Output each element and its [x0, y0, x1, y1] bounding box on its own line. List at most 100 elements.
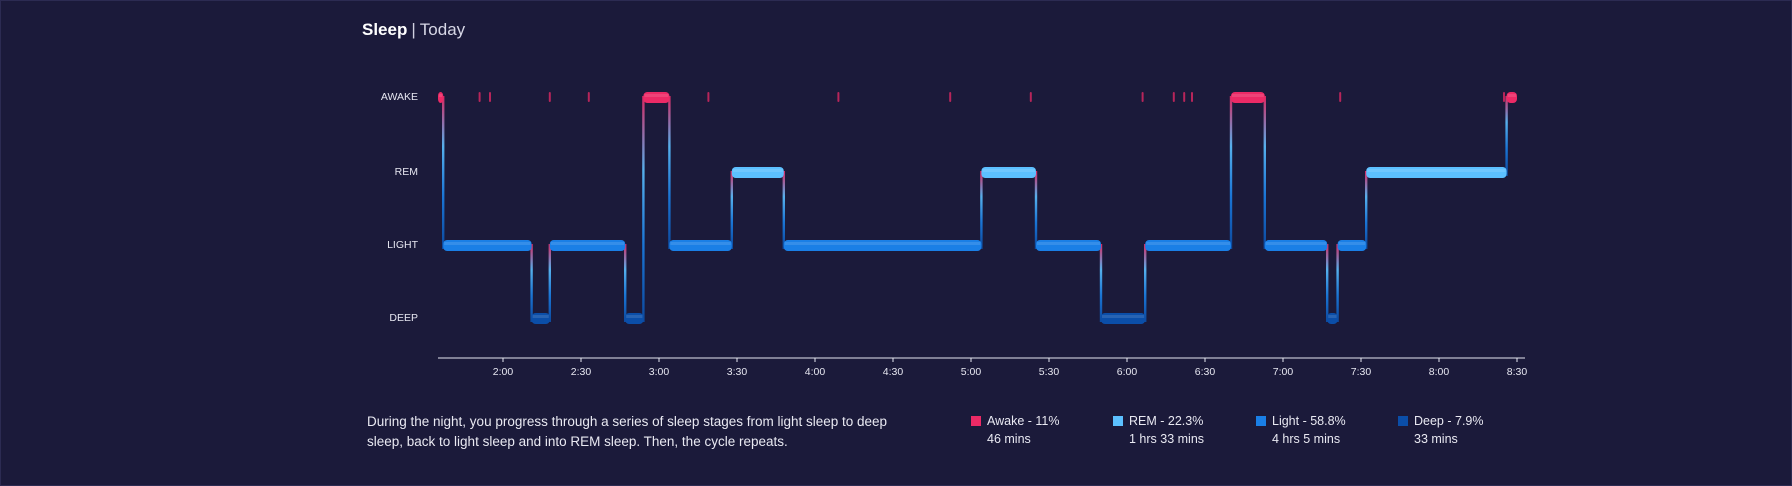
x-tick-label: 8:00 — [1429, 366, 1450, 378]
stage-segment-light — [1036, 240, 1101, 251]
x-tick-label: 6:30 — [1195, 366, 1216, 378]
brief-awakening-mark — [1183, 92, 1186, 102]
stage-segment-light — [549, 240, 626, 251]
brief-awakening-mark — [478, 92, 481, 102]
brief-awakening-mark — [949, 92, 952, 102]
stage-transition — [442, 96, 445, 249]
stage-transition — [1034, 171, 1038, 249]
stage-label-awake: AWAKE — [381, 91, 418, 103]
stage-segment-highlight — [1232, 94, 1264, 97]
page-title: Sleep | Today — [362, 20, 465, 40]
stage-transition — [1326, 244, 1329, 322]
brief-awakening-mark — [1191, 92, 1193, 102]
stage-segment-highlight — [1146, 242, 1230, 245]
legend-awake-swatch — [971, 416, 981, 426]
brief-awakening-mark — [587, 92, 590, 102]
stage-segment-highlight — [439, 94, 443, 97]
x-tick-label: 6:00 — [1117, 366, 1138, 378]
stage-segment-highlight — [550, 242, 625, 245]
stage-segment-awake — [643, 92, 670, 103]
stage-segment-highlight — [644, 94, 669, 97]
stage-segment-deep — [531, 313, 550, 324]
stage-segment-light — [1337, 240, 1367, 251]
stage-segment-awake — [1506, 92, 1517, 103]
stage-segment-highlight — [1265, 242, 1327, 245]
stage-segment-highlight — [982, 169, 1035, 172]
title-main: Sleep — [362, 20, 408, 39]
stage-segment-light — [1264, 240, 1328, 251]
legend-deep: Deep - 7.9% 33 mins — [1398, 414, 1483, 446]
stage-segment-highlight — [444, 242, 531, 245]
stage-transition — [624, 244, 627, 322]
stage-transition — [1365, 171, 1368, 249]
stage-label-rem: REM — [395, 166, 418, 178]
stage-segment-rem — [731, 167, 784, 178]
stage-segment-awake — [438, 92, 444, 103]
stage-segment-light — [443, 240, 532, 251]
x-tick-label: 5:30 — [1039, 366, 1060, 378]
legend-deep-swatch — [1398, 416, 1408, 426]
stage-transition — [730, 171, 733, 249]
legend-light-label: Light - 58.8% — [1272, 414, 1346, 428]
stage-segment-deep — [1327, 313, 1338, 324]
brief-awakening-mark — [837, 92, 840, 102]
brief-awakening-mark — [707, 92, 710, 102]
brief-awakening-mark — [1172, 92, 1175, 102]
stage-transition — [1099, 244, 1103, 322]
x-tick-label: 3:30 — [727, 366, 748, 378]
legend-light: Light - 58.8% 4 hrs 5 mins — [1256, 414, 1346, 446]
brief-awakening-mark — [548, 92, 551, 102]
legend-rem-swatch — [1113, 416, 1123, 426]
stage-transition — [530, 244, 533, 322]
stage-transition — [1263, 96, 1266, 249]
stage-transition — [1505, 96, 1508, 176]
stage-segment-highlight — [1037, 242, 1100, 245]
legend-awake-duration: 46 mins — [987, 432, 1031, 446]
stage-segment-highlight — [670, 242, 731, 245]
x-tick-label: 4:00 — [805, 366, 826, 378]
stage-transition — [1336, 244, 1339, 322]
stage-segment-highlight — [1102, 315, 1145, 318]
stage-segment-deep — [625, 313, 644, 324]
brief-awakening-mark — [489, 92, 491, 102]
stage-segment-highlight — [1338, 242, 1366, 245]
stage-transition — [668, 96, 671, 249]
x-tick-label: 4:30 — [883, 366, 904, 378]
x-tick-label: 7:30 — [1351, 366, 1372, 378]
stage-segment-highlight — [626, 315, 643, 318]
stage-transition — [1229, 96, 1233, 249]
legend-rem-label: REM - 22.3% — [1129, 414, 1204, 428]
stage-segment-highlight — [1507, 94, 1516, 97]
legend-light-swatch — [1256, 416, 1266, 426]
x-tick-label: 2:00 — [493, 366, 514, 378]
stage-transition — [1144, 244, 1147, 322]
x-tick-label: 7:00 — [1273, 366, 1294, 378]
x-tick-label: 5:00 — [961, 366, 982, 378]
stage-segment-highlight — [732, 169, 783, 172]
stage-transition — [782, 171, 785, 249]
stage-segment-rem — [981, 167, 1036, 178]
stage-segment-light — [1145, 240, 1231, 251]
title-period: Today — [419, 20, 466, 39]
stage-segment-highlight — [784, 242, 981, 245]
title-separator: | — [411, 20, 416, 39]
x-tick-label: 3:00 — [649, 366, 670, 378]
brief-awakening-mark — [1029, 92, 1032, 102]
legend-awake-label: Awake - 11% — [987, 414, 1060, 428]
stage-segment-highlight — [1328, 315, 1337, 318]
sleep-description: During the night, you progress through a… — [367, 414, 888, 449]
brief-awakening-mark — [1141, 92, 1144, 102]
legend-light-duration: 4 hrs 5 mins — [1272, 432, 1341, 446]
x-tick-label: 2:30 — [571, 366, 592, 378]
legend-awake: Awake - 11% 46 mins — [971, 414, 1060, 446]
legend-deep-label: Deep - 7.9% — [1414, 414, 1484, 428]
brief-awakening-mark — [1503, 92, 1505, 102]
stage-transition — [980, 171, 983, 249]
legend-rem: REM - 22.3% 1 hrs 33 mins — [1113, 414, 1204, 446]
stage-transition — [548, 244, 551, 322]
legend-rem-duration: 1 hrs 33 mins — [1129, 432, 1205, 446]
stage-segment-highlight — [1367, 169, 1506, 172]
stage-segment-rem — [1366, 167, 1507, 178]
stage-segment-highlight — [532, 315, 549, 318]
